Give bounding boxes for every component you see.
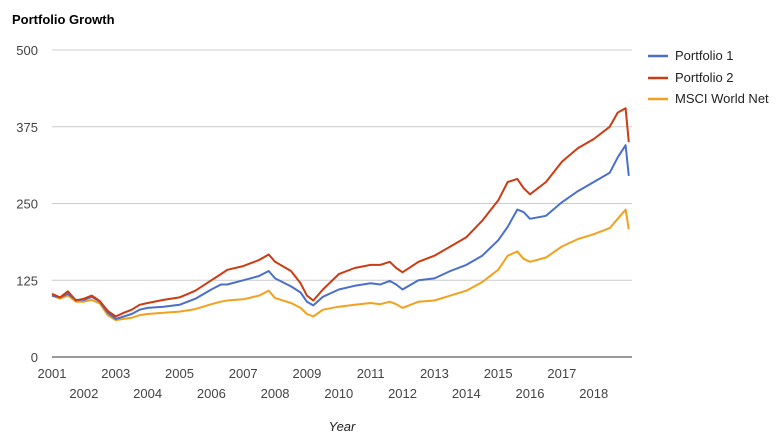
x-tick-label-2006: 2006 bbox=[197, 386, 226, 401]
legend-label-portfolio-2: Portfolio 2 bbox=[675, 70, 734, 85]
legend-label-msci-world-net: MSCI World Net bbox=[675, 91, 769, 106]
chart-title: Portfolio Growth bbox=[12, 12, 115, 27]
x-tick-label-2004: 2004 bbox=[133, 386, 162, 401]
legend-label-portfolio-1: Portfolio 1 bbox=[675, 48, 734, 63]
y-tick-label-500: 500 bbox=[16, 43, 38, 58]
legend-item-portfolio-2[interactable]: Portfolio 2 bbox=[648, 70, 734, 85]
series-line-portfolio-1[interactable] bbox=[51, 144, 630, 320]
x-tick-label-2011: 2011 bbox=[357, 366, 385, 381]
x-tick-label-2016: 2016 bbox=[516, 386, 545, 401]
x-tick-label-2015: 2015 bbox=[484, 366, 513, 381]
y-tick-label-375: 375 bbox=[16, 120, 38, 135]
x-tick-label-2012: 2012 bbox=[388, 386, 417, 401]
x-tick-label-2017: 2017 bbox=[547, 366, 576, 381]
x-tick-label-2009: 2009 bbox=[292, 366, 321, 381]
x-tick-label-2001: 2001 bbox=[38, 366, 67, 381]
x-tick-label-2013: 2013 bbox=[420, 366, 449, 381]
x-tick-label-2010: 2010 bbox=[324, 386, 353, 401]
x-tick-label-2014: 2014 bbox=[452, 386, 481, 401]
x-tick-label-2018: 2018 bbox=[579, 386, 608, 401]
x-axis-label: Year bbox=[329, 419, 356, 434]
y-axis-ticks: 0 125 250 375 500 bbox=[16, 43, 38, 365]
series-lines bbox=[51, 107, 630, 322]
x-tick-label-2008: 2008 bbox=[261, 386, 290, 401]
gridlines bbox=[52, 49, 632, 358]
x-axis-ticks: 2001 2003 2005 2007 2009 2011 2013 2015 2017 2002… bbox=[38, 366, 609, 401]
x-tick-label-2003: 2003 bbox=[101, 366, 130, 381]
legend-item-msci-world-net[interactable]: MSCI World Net bbox=[648, 91, 769, 106]
y-tick-label-250: 250 bbox=[16, 197, 38, 212]
y-tick-label-125: 125 bbox=[16, 273, 38, 288]
legend: Portfolio 1 Portfolio 2 MSCI World Net bbox=[648, 48, 769, 106]
x-tick-label-2002: 2002 bbox=[69, 386, 98, 401]
x-tick-label-2005: 2005 bbox=[165, 366, 194, 381]
x-tick-label-2007: 2007 bbox=[229, 366, 258, 381]
y-tick-label-0: 0 bbox=[31, 350, 38, 365]
legend-item-portfolio-1[interactable]: Portfolio 1 bbox=[648, 48, 734, 63]
series-line-portfolio-2[interactable] bbox=[51, 107, 630, 318]
series-line-msci-world-net[interactable] bbox=[51, 208, 630, 322]
